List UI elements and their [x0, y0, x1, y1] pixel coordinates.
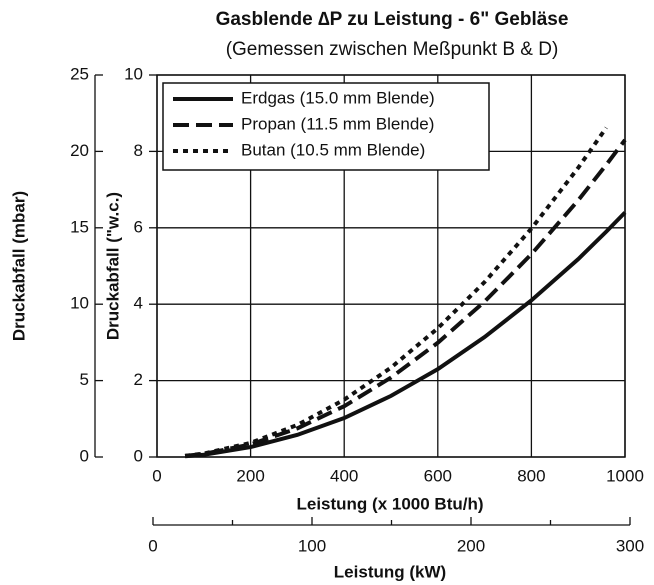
y-axis-label: Druckabfall ("w.c.): [103, 192, 122, 340]
y2-tick-label: 0: [80, 446, 89, 465]
legend-label: Erdgas (15.0 mm Blende): [241, 88, 435, 107]
chart-subtitle: (Gemessen zwischen Meßpunkt B & D): [226, 39, 559, 60]
x-tick-label: 600: [424, 466, 452, 485]
y-tick-label: 0: [134, 446, 143, 465]
plot-frame: [156, 74, 626, 458]
y2-tick-label: 25: [70, 64, 89, 83]
y-tick-label: 4: [134, 294, 143, 313]
x-tick-label: 200: [236, 466, 264, 485]
x-tick-label: 400: [330, 466, 358, 485]
legend-label: Butan (10.5 mm Blende): [241, 140, 425, 159]
y-tick-label: 10: [124, 64, 143, 83]
y2-axis-label: Druckabfall (mbar): [9, 191, 28, 341]
x2-axis-label: Leistung (kW): [334, 562, 446, 581]
y2-tick-label: 5: [80, 370, 89, 389]
y2-tick-label: 10: [70, 294, 89, 313]
y2-tick-label: 20: [70, 141, 89, 160]
x2-tick-label: 100: [298, 536, 326, 555]
series-line: [184, 126, 608, 458]
series-line: [184, 211, 627, 459]
x2-tick-label: 200: [457, 536, 485, 555]
y2-tick-label: 15: [70, 217, 89, 236]
x2-tick-label: 300: [616, 536, 644, 555]
x-tick-label: 800: [517, 466, 545, 485]
legend-label: Propan (11.5 mm Blende): [241, 114, 434, 133]
chart-title: Gasblende ∆P zu Leistung - 6" Gebläse: [216, 9, 569, 30]
x-axis-label: Leistung (x 1000 Btu/h): [296, 494, 483, 513]
x-tick-label: 0: [152, 466, 161, 485]
y-tick-label: 2: [134, 370, 143, 389]
x2-tick-label: 0: [148, 536, 157, 555]
x-tick-label: 1000: [606, 466, 644, 485]
series-line: [184, 138, 627, 458]
y-tick-label: 6: [134, 217, 143, 236]
y-tick-label: 8: [134, 141, 143, 160]
